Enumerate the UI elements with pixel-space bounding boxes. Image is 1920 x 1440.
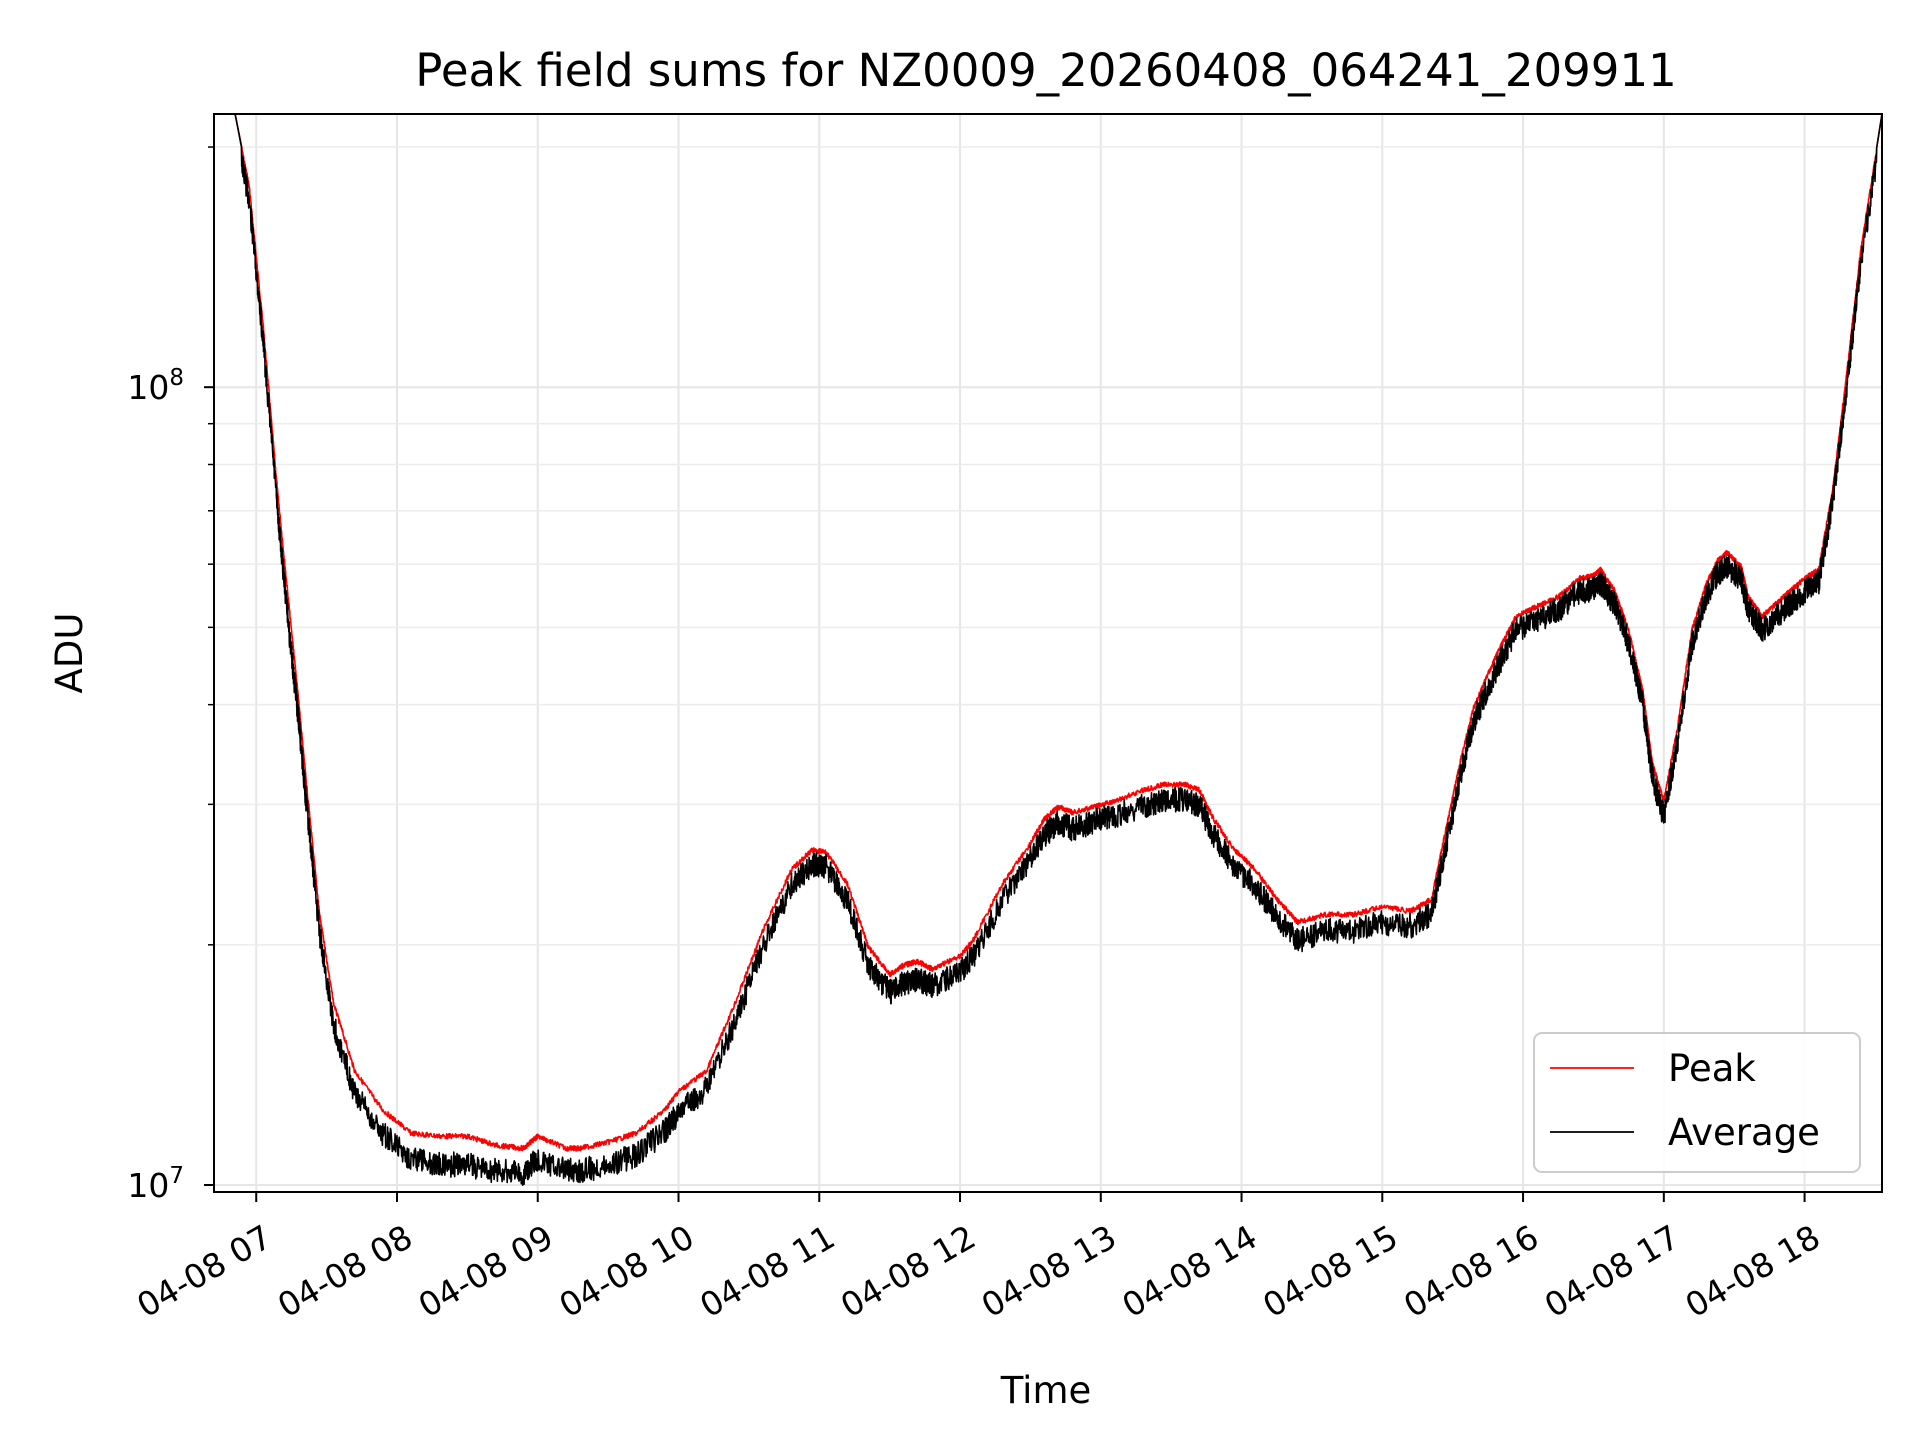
y-tick-label: 107 [127,1163,184,1205]
x-axis-label: Time [1000,1369,1092,1412]
series-line-average [214,114,1882,1186]
y-tick-label: 108 [127,365,184,407]
legend-label-peak: Peak [1668,1047,1756,1090]
y-axis: 107 108 [127,146,214,1205]
plot-area-frame [213,113,1883,1193]
series-line-peak [214,114,1882,1152]
legend-label-average: Average [1668,1111,1820,1154]
chart-title: Peak field sums for NZ0009_20260408_0642… [415,44,1676,97]
legend: Peak Average [1533,1032,1861,1173]
grid [214,114,1882,1192]
y-axis-label: ADU [48,613,91,694]
